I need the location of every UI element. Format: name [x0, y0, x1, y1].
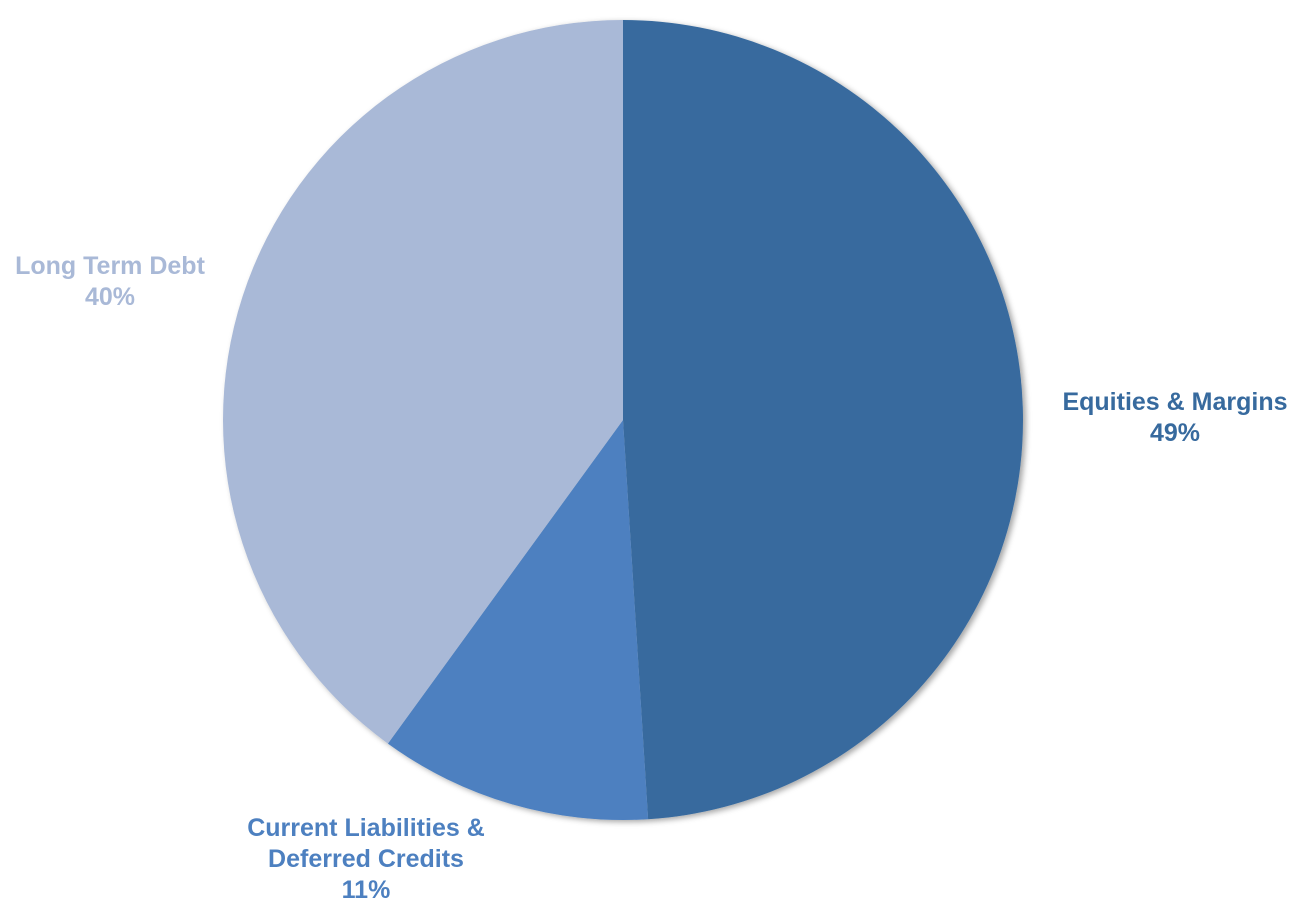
pie-slice-1: [387, 420, 649, 820]
slice-label-line: Deferred Credits: [268, 845, 464, 873]
slice-label-line: Long Term Debt: [15, 252, 205, 280]
slice-label-line: Current Liabilities &: [247, 814, 485, 842]
slice-percent: 49%: [1150, 419, 1200, 447]
pie-labels: Equities & Margins 49% Current Liabilities…: [15, 252, 1287, 901]
slice-percent: 40%: [85, 283, 135, 311]
slice-label-line: Equities & Margins: [1062, 388, 1287, 416]
pie-slices: [222, 20, 1024, 820]
slice-label-0: Equities & Margins 49%: [1062, 388, 1287, 447]
slice-percent: 11%: [342, 876, 391, 901]
pie-slice-0: [623, 20, 1024, 820]
slice-label-1: Current Liabilities & Deferred Credits 11%: [247, 814, 485, 901]
pie-slice-2: [222, 20, 623, 744]
slice-label-2: Long Term Debt 40%: [15, 252, 205, 311]
